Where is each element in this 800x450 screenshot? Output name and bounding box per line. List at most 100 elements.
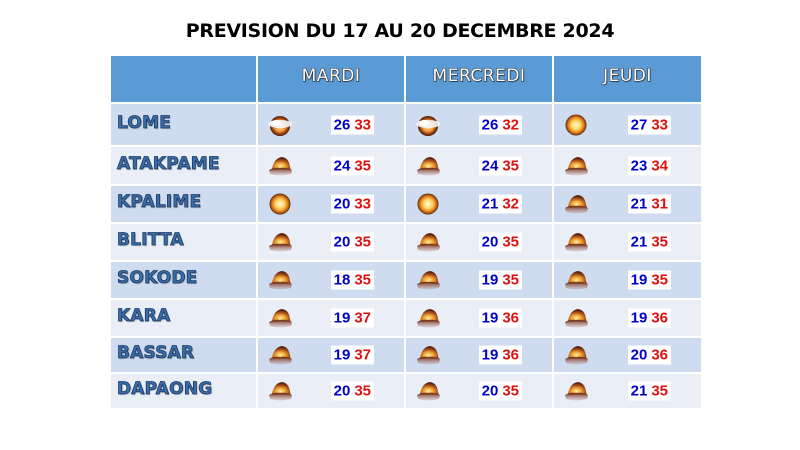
forecast-table: MARDI MERCREDI JEUDI LOME 26 33 26 32 27 33… bbox=[111, 56, 701, 410]
table-row-blitta: BLITTA 20 35 20 35 21 35 bbox=[111, 223, 701, 262]
min-temperature: 24 bbox=[333, 157, 351, 174]
dusty-haze-icon bbox=[266, 379, 294, 403]
dusty-haze-icon bbox=[562, 306, 590, 330]
dusty-haze-icon bbox=[562, 379, 590, 403]
min-temperature: 21 bbox=[630, 233, 648, 251]
sun-icon bbox=[266, 192, 294, 216]
max-temperature: 32 bbox=[502, 116, 519, 133]
forecast-cell: 20 35 bbox=[405, 373, 554, 410]
temperature-range: 20 35 bbox=[330, 232, 374, 252]
min-temperature: 21 bbox=[630, 382, 648, 400]
city-cell: LOME bbox=[111, 103, 258, 147]
min-temperature: 26 bbox=[333, 116, 351, 133]
min-temperature: 21 bbox=[481, 195, 499, 213]
temperature-range: 18 35 bbox=[330, 270, 374, 290]
forecast-cell: 24 35 bbox=[405, 146, 554, 186]
dusty-haze-icon bbox=[414, 379, 442, 403]
forecast-cell: 20 35 bbox=[257, 223, 406, 262]
dusty-haze-icon bbox=[266, 306, 294, 330]
forecast-cell: 19 36 bbox=[553, 299, 701, 338]
temperature-range: 21 35 bbox=[627, 232, 671, 252]
temperature-range: 19 37 bbox=[330, 345, 374, 365]
min-temperature: 19 bbox=[630, 309, 648, 327]
city-cell: DAPAONG bbox=[111, 373, 258, 410]
dusty-haze-icon bbox=[266, 343, 294, 367]
max-temperature: 31 bbox=[651, 195, 668, 213]
max-temperature: 33 bbox=[651, 116, 668, 133]
temperature-range: 19 35 bbox=[478, 270, 522, 290]
city-name: ATAKPAME bbox=[117, 153, 220, 174]
city-name: KARA bbox=[117, 306, 171, 327]
city-name: SOKODE bbox=[117, 268, 198, 289]
temperature-range: 19 37 bbox=[330, 308, 374, 328]
forecast-cell: 21 35 bbox=[553, 223, 701, 262]
min-temperature: 26 bbox=[481, 116, 499, 133]
temperature-range: 26 32 bbox=[478, 115, 522, 134]
forecast-cell: 24 35 bbox=[257, 146, 406, 186]
day-label: JEUDI bbox=[603, 66, 652, 87]
max-temperature: 35 bbox=[354, 271, 371, 289]
dusty-haze-icon bbox=[562, 192, 590, 216]
max-temperature: 36 bbox=[502, 309, 519, 327]
city-cell: KARA bbox=[111, 299, 258, 338]
temperature-range: 20 33 bbox=[330, 194, 374, 214]
city-cell: BLITTA bbox=[111, 223, 258, 262]
min-temperature: 19 bbox=[333, 309, 351, 327]
temperature-range: 19 36 bbox=[478, 308, 522, 328]
temperature-range: 27 33 bbox=[627, 115, 671, 134]
header-day-thursday: JEUDI bbox=[553, 56, 701, 104]
city-name: LOME bbox=[117, 112, 172, 133]
city-cell: KPALIME bbox=[111, 185, 258, 224]
table-row-dapaong: DAPAONG 20 35 20 35 21 35 bbox=[111, 373, 701, 410]
max-temperature: 36 bbox=[651, 309, 668, 327]
forecast-cell: 19 37 bbox=[257, 299, 406, 338]
min-temperature: 19 bbox=[481, 271, 499, 289]
max-temperature: 35 bbox=[354, 157, 371, 174]
day-label: MERCREDI bbox=[432, 66, 526, 87]
max-temperature: 35 bbox=[354, 382, 371, 400]
table-row-sokode: SOKODE 18 35 19 35 19 35 bbox=[111, 261, 701, 300]
sun-icon bbox=[414, 192, 442, 216]
max-temperature: 33 bbox=[354, 116, 371, 133]
city-cell: BASSAR bbox=[111, 337, 258, 374]
min-temperature: 21 bbox=[630, 195, 648, 213]
dusty-haze-icon bbox=[414, 343, 442, 367]
forecast-cell: 18 35 bbox=[257, 261, 406, 300]
page-title: PREVISION DU 17 AU 20 DECEMBRE 2024 bbox=[185, 20, 615, 42]
temperature-range: 20 35 bbox=[478, 381, 522, 401]
max-temperature: 35 bbox=[502, 233, 519, 251]
min-temperature: 20 bbox=[481, 233, 499, 251]
forecast-cell: 21 35 bbox=[553, 373, 701, 410]
max-temperature: 35 bbox=[651, 233, 668, 251]
dusty-haze-icon bbox=[562, 230, 590, 254]
dusty-haze-icon bbox=[562, 154, 590, 178]
max-temperature: 33 bbox=[354, 195, 371, 213]
table-row-atakpame: ATAKPAME 24 35 24 35 23 34 bbox=[111, 146, 701, 186]
min-temperature: 19 bbox=[630, 271, 648, 289]
forecast-cell: 19 36 bbox=[405, 299, 554, 338]
header-day-wednesday: MERCREDI bbox=[405, 56, 554, 104]
table-header-row: MARDI MERCREDI JEUDI bbox=[111, 56, 701, 104]
dusty-haze-icon bbox=[414, 268, 442, 292]
city-name: BASSAR bbox=[117, 343, 195, 364]
hazy-sun-icon bbox=[414, 113, 442, 137]
header-day-tuesday: MARDI bbox=[257, 56, 406, 104]
temperature-range: 24 35 bbox=[330, 156, 374, 175]
temperature-range: 19 36 bbox=[627, 308, 671, 328]
dusty-haze-icon bbox=[414, 306, 442, 330]
city-name: DAPAONG bbox=[117, 379, 213, 400]
forecast-cell: 26 33 bbox=[257, 103, 406, 147]
min-temperature: 19 bbox=[481, 346, 499, 364]
forecast-cell: 19 35 bbox=[553, 261, 701, 300]
city-cell: SOKODE bbox=[111, 261, 258, 300]
temperature-range: 20 35 bbox=[330, 381, 374, 401]
table-row-lome: LOME 26 33 26 32 27 33 bbox=[111, 103, 701, 147]
forecast-cell: 19 35 bbox=[405, 261, 554, 300]
temperature-range: 20 36 bbox=[627, 345, 671, 365]
city-name: KPALIME bbox=[117, 192, 202, 213]
max-temperature: 35 bbox=[502, 382, 519, 400]
temperature-range: 24 35 bbox=[478, 156, 522, 175]
max-temperature: 34 bbox=[651, 157, 668, 174]
forecast-cell: 23 34 bbox=[553, 146, 701, 186]
dusty-haze-icon bbox=[562, 268, 590, 292]
